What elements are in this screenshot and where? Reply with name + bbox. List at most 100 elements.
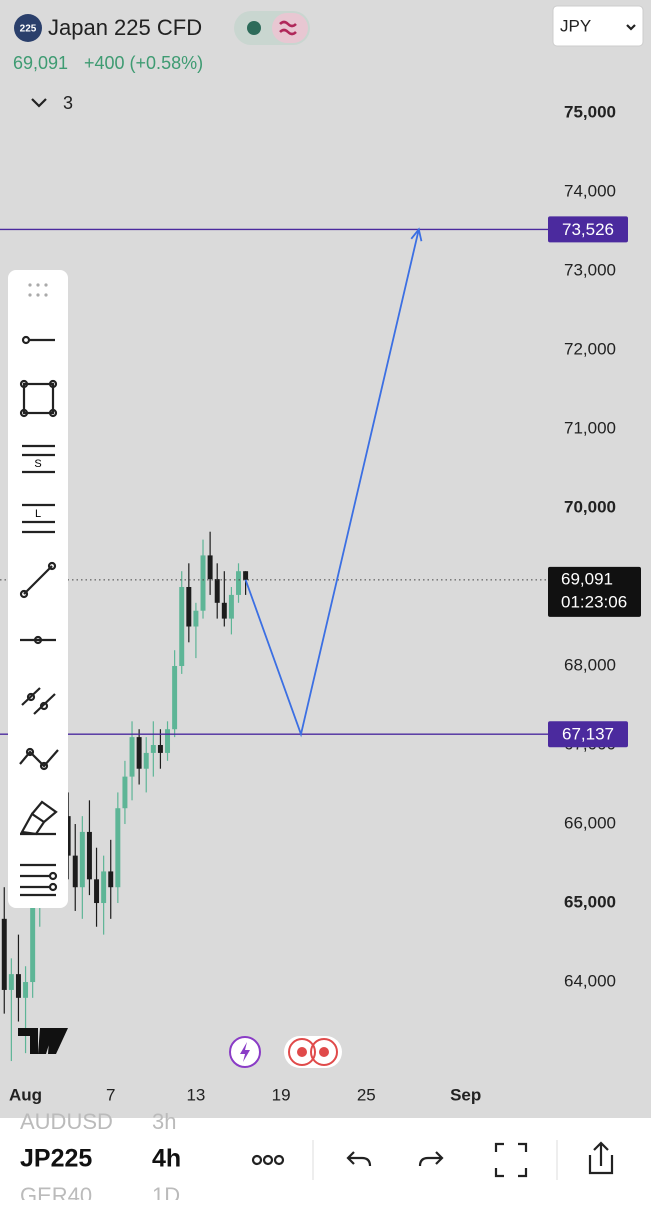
candle-body — [186, 587, 192, 627]
candle-body — [115, 808, 121, 888]
symbol-option[interactable]: AUDUSD — [20, 1109, 113, 1134]
symbol-badge[interactable] — [14, 14, 42, 42]
interval-selected[interactable]: 4h — [152, 1145, 181, 1173]
horizontal-line-tool[interactable] — [20, 635, 56, 645]
alert-icon — [288, 1038, 316, 1066]
parallel-channel-tool[interactable] — [21, 687, 56, 715]
candle-body — [193, 610, 199, 627]
candle-body — [214, 579, 220, 603]
short-position-tool[interactable]: S — [22, 444, 55, 474]
level-label-bg — [548, 721, 628, 748]
price-axis — [548, 0, 651, 1118]
candle-body — [1, 918, 7, 990]
level-label: 67,137 — [562, 725, 614, 744]
candle-body — [150, 745, 156, 753]
toolbar-panel — [8, 270, 68, 908]
x-tick-label: 19 — [272, 1085, 291, 1104]
x-tick-label: 13 — [186, 1085, 205, 1104]
candle-body — [86, 831, 92, 880]
candle-body — [165, 729, 171, 753]
candle-body — [228, 594, 234, 619]
x-tick-label: Sep — [450, 1085, 481, 1104]
fullscreen-button[interactable] — [494, 1142, 528, 1178]
market-open-dot — [247, 21, 261, 35]
candle-body — [179, 587, 185, 667]
bottom-bar-bg — [0, 1118, 651, 1200]
dropdown-arrow — [626, 24, 636, 31]
countdown-label: 01:23:06 — [561, 592, 627, 611]
indicator-count[interactable]: 3 — [63, 93, 73, 113]
interval-option[interactable]: 1D — [152, 1183, 180, 1205]
y-tick-label: 66,000 — [564, 814, 616, 833]
last-price-label: 69,091 — [561, 569, 613, 588]
alert-dot — [319, 1047, 329, 1057]
chart-background — [0, 0, 651, 1118]
trend-line-tool[interactable] — [19, 561, 57, 599]
logo — [18, 1028, 68, 1054]
candle-body — [157, 745, 163, 753]
alert-icon — [310, 1038, 338, 1066]
symbol-option[interactable]: GER40 — [20, 1183, 92, 1205]
level-label-bg — [548, 216, 628, 243]
badge-text: 225 — [20, 24, 37, 35]
horizontal-ray-tool[interactable] — [21, 335, 55, 345]
candle-body — [207, 555, 213, 580]
redo-button[interactable] — [418, 1151, 444, 1167]
candle-body — [236, 571, 241, 595]
symbol-title[interactable]: Japan 225 CFD — [48, 15, 202, 40]
candle-body — [65, 816, 71, 856]
candle-body — [136, 737, 142, 769]
candle-body — [15, 974, 21, 998]
candle-body — [8, 974, 14, 990]
brush-tool[interactable] — [20, 800, 58, 836]
more-button[interactable] — [251, 1154, 285, 1166]
price-change: +400 (+0.58%) — [84, 53, 203, 73]
last-price: 69,091 — [13, 53, 68, 73]
interval-option[interactable]: 3h — [152, 1109, 176, 1134]
y-tick-label: 75,000 — [564, 102, 616, 121]
share-button[interactable] — [588, 1141, 614, 1175]
candle-body — [200, 555, 206, 611]
path-tool[interactable] — [19, 747, 59, 771]
last-price-bg — [548, 566, 641, 617]
candle-body — [122, 776, 128, 809]
candle-body — [72, 855, 78, 888]
drag-handle[interactable] — [28, 283, 48, 297]
currency-text: JPY — [560, 16, 591, 35]
lightning-icon — [240, 1042, 250, 1062]
y-tick-label: 65,000 — [564, 893, 616, 912]
candle-body — [79, 831, 85, 888]
candle-body — [94, 879, 100, 904]
undo-button[interactable] — [346, 1151, 372, 1167]
drawing-toolbar: S L — [8, 270, 68, 908]
plot-area: 64,00065,00066,00067,00068,00069,00070,0… — [0, 0, 651, 1118]
y-tick-label: 72,000 — [564, 339, 616, 358]
delay-badge — [272, 13, 308, 43]
candle-body — [108, 871, 114, 888]
delay-icon — [279, 20, 297, 36]
y-tick-label: 68,000 — [564, 655, 616, 674]
long-position-tool[interactable]: L — [22, 503, 55, 534]
more-tools[interactable] — [20, 863, 58, 897]
alert-dot — [297, 1047, 307, 1057]
alerts-button[interactable] — [284, 1036, 342, 1068]
x-tick-label: 7 — [106, 1085, 115, 1104]
symbol-selected[interactable]: JP225 — [20, 1145, 92, 1173]
y-tick-label: 64,000 — [564, 972, 616, 991]
candle-body — [129, 737, 135, 777]
bottom-bar: AUDUSD 3h JP225 4h GER40 1D — [0, 1109, 651, 1205]
y-tick-label: 71,000 — [564, 418, 616, 437]
currency-select[interactable] — [552, 5, 644, 47]
svg-text:L: L — [35, 508, 41, 520]
candle-body — [221, 602, 227, 619]
projection-arrowhead — [410, 227, 423, 242]
level-label: 73,526 — [562, 220, 614, 239]
candle-body — [143, 752, 149, 769]
svg-text:S: S — [34, 458, 41, 470]
rectangle-tool[interactable] — [19, 379, 58, 418]
candle-body — [30, 895, 36, 983]
candle-body — [243, 571, 249, 580]
y-tick-label: 73,000 — [564, 260, 616, 279]
collapse-icon[interactable] — [31, 98, 47, 108]
